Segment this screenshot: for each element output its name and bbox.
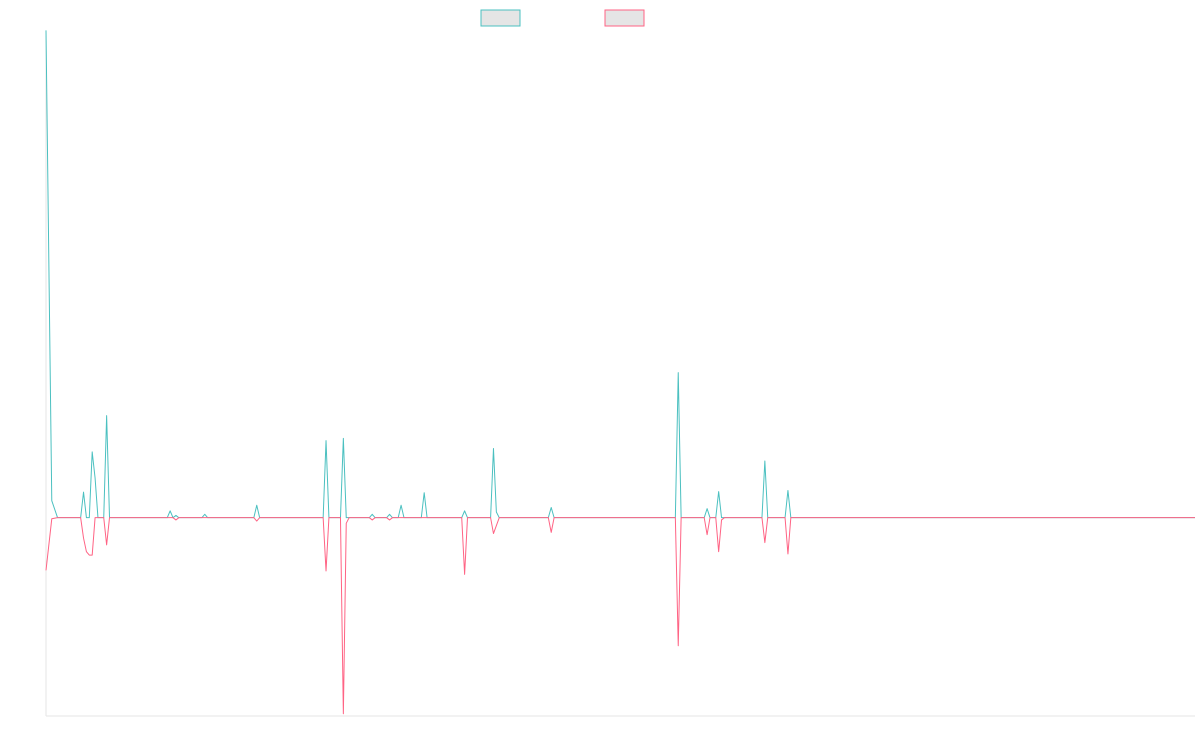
series-layer <box>45 30 1195 715</box>
series-line-1 <box>45 30 1195 519</box>
legend-swatch-2[interactable] <box>604 9 645 27</box>
series-line-2 <box>45 517 1195 715</box>
legend[interactable] <box>480 9 645 27</box>
legend-swatch-1[interactable] <box>480 9 521 27</box>
chart-axes <box>45 36 1195 717</box>
